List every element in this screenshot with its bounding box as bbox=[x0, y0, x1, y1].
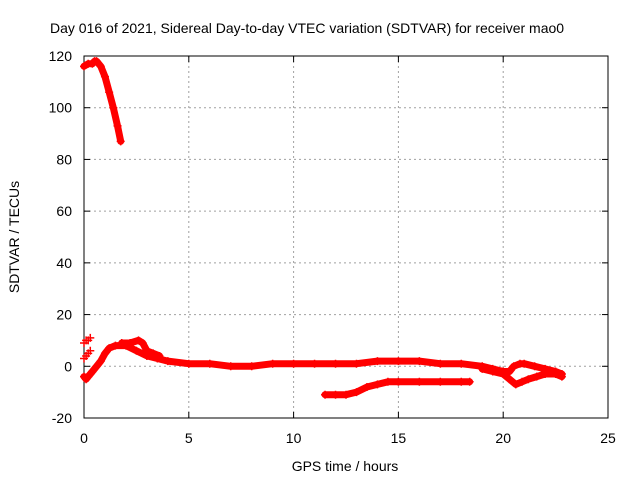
data-point bbox=[310, 359, 319, 368]
x-tick-label: 0 bbox=[80, 430, 88, 446]
data-point bbox=[383, 377, 392, 386]
data-point bbox=[511, 380, 520, 389]
y-tick-label: 120 bbox=[49, 48, 73, 64]
data-point bbox=[321, 390, 330, 399]
data-point bbox=[541, 370, 550, 379]
data-point bbox=[509, 362, 518, 371]
data-point bbox=[331, 390, 340, 399]
x-tick-label: 10 bbox=[286, 430, 302, 446]
data-point bbox=[132, 346, 141, 355]
data-point bbox=[92, 57, 101, 66]
data-point bbox=[105, 88, 114, 97]
data-point bbox=[352, 359, 361, 368]
x-tick-label: 15 bbox=[391, 430, 407, 446]
data-point bbox=[247, 362, 256, 371]
data-point bbox=[100, 349, 109, 358]
series-late-dip bbox=[478, 364, 566, 389]
x-axis-label: GPS time / hours bbox=[292, 458, 399, 474]
data-point bbox=[415, 357, 424, 366]
x-tick-label: 5 bbox=[185, 430, 193, 446]
series-high-early bbox=[80, 57, 125, 146]
y-tick-label: 0 bbox=[64, 358, 72, 374]
data-point bbox=[465, 377, 474, 386]
y-tick-label: 40 bbox=[56, 255, 72, 271]
data-point bbox=[226, 362, 235, 371]
axis-ticks: -20 0 20 40 60 80 100 120 0 5 10 15 20 25 bbox=[49, 48, 616, 446]
data-point bbox=[457, 359, 466, 368]
data-point bbox=[268, 359, 277, 368]
data-point bbox=[436, 377, 445, 386]
series-band bbox=[80, 342, 566, 383]
y-tick-label: 80 bbox=[56, 151, 72, 167]
data-point bbox=[362, 382, 371, 391]
data-point bbox=[289, 359, 298, 368]
data-point bbox=[436, 359, 445, 368]
y-tick-label: -20 bbox=[52, 410, 72, 426]
data-point bbox=[111, 341, 120, 350]
data-point bbox=[532, 372, 541, 381]
data-point bbox=[86, 333, 95, 342]
data-point bbox=[134, 336, 143, 345]
data-point bbox=[96, 62, 105, 71]
data-point bbox=[415, 377, 424, 386]
data-point bbox=[100, 72, 109, 81]
y-tick-label: 60 bbox=[56, 203, 72, 219]
data-point bbox=[457, 377, 466, 386]
data-point bbox=[505, 367, 514, 376]
data-point bbox=[116, 137, 125, 146]
data-point bbox=[117, 339, 126, 348]
data-point bbox=[113, 121, 122, 130]
data-point bbox=[518, 377, 527, 386]
data-point bbox=[163, 357, 172, 366]
data-point bbox=[394, 357, 403, 366]
data-point bbox=[184, 359, 193, 368]
series-early-spikes bbox=[80, 333, 95, 363]
y-tick-label: 20 bbox=[56, 307, 72, 323]
x-tick-label: 20 bbox=[495, 430, 511, 446]
series-low-arc bbox=[321, 377, 474, 399]
data-point bbox=[478, 364, 487, 373]
data-point bbox=[373, 380, 382, 389]
data-point bbox=[109, 103, 118, 112]
data-point bbox=[505, 375, 514, 384]
data-point bbox=[342, 390, 350, 399]
data-point bbox=[520, 359, 529, 368]
data-point bbox=[551, 370, 560, 379]
y-axis-label: SDTVAR / TECUs bbox=[6, 181, 22, 293]
data-point bbox=[86, 346, 95, 355]
y-tick-label: 100 bbox=[49, 100, 73, 116]
plot-border bbox=[83, 55, 609, 419]
data-point bbox=[394, 377, 403, 386]
data-point bbox=[205, 359, 214, 368]
data-point bbox=[331, 359, 340, 368]
data-point bbox=[524, 375, 533, 384]
chart-title: Day 016 of 2021, Sidereal Day-to-day VTE… bbox=[50, 20, 564, 36]
gridlines bbox=[84, 56, 608, 418]
data-point bbox=[149, 349, 158, 358]
data-point bbox=[96, 357, 105, 366]
data-point bbox=[352, 388, 361, 397]
series-high-hump bbox=[117, 336, 164, 360]
data-point bbox=[88, 367, 97, 376]
data-point bbox=[530, 362, 539, 371]
data-point bbox=[373, 357, 382, 366]
data-point bbox=[142, 346, 151, 355]
data-point bbox=[92, 362, 101, 371]
data-point bbox=[155, 351, 164, 360]
data-point bbox=[488, 367, 497, 376]
data-point bbox=[499, 370, 508, 379]
data-points bbox=[80, 57, 566, 399]
x-tick-label: 25 bbox=[600, 430, 616, 446]
data-point bbox=[557, 372, 566, 381]
data-point bbox=[126, 339, 135, 348]
data-point bbox=[138, 339, 147, 348]
data-point bbox=[105, 344, 114, 353]
data-point bbox=[80, 62, 88, 71]
